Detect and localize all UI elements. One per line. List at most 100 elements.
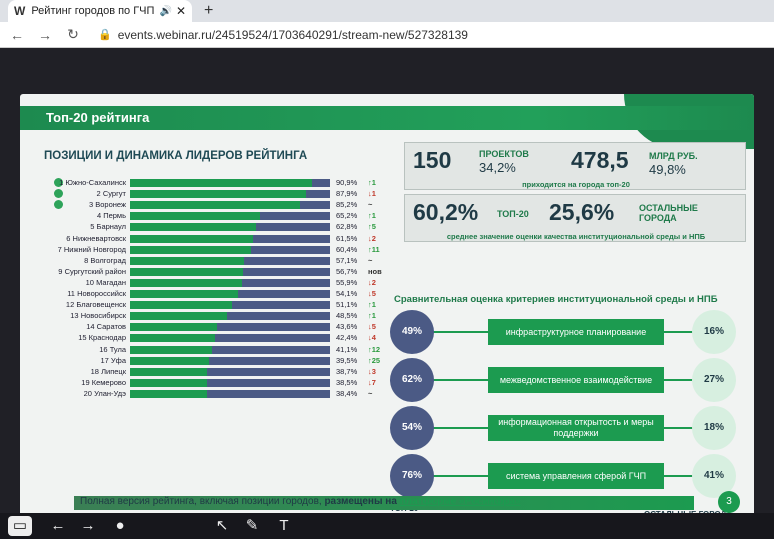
city-row: 5 Барнаул 62,8% ↑5 xyxy=(24,222,394,232)
rating-bar xyxy=(130,278,330,287)
city-name: 13 Новосибирск xyxy=(24,311,126,321)
arrow-right-icon[interactable]: → xyxy=(80,517,96,534)
rating-dynamics: ↑1 xyxy=(368,300,376,310)
tab-close-icon[interactable]: ✕ xyxy=(175,4,186,18)
city-label: Нижневартовск xyxy=(72,233,126,243)
rating-dynamics: ↑1 xyxy=(368,178,376,187)
rating-bar xyxy=(130,367,330,376)
back-icon[interactable]: ← xyxy=(10,26,24,43)
presentation-icon[interactable]: ▭ xyxy=(8,516,32,536)
top20-value-circle: 62% xyxy=(390,358,434,402)
rating-dynamics: ~ xyxy=(368,200,373,210)
city-label: Кемерово xyxy=(91,377,126,387)
city-name: 10 Магадан xyxy=(24,278,126,288)
city-rank: 14 xyxy=(86,322,95,332)
city-name: 2 Сургут xyxy=(24,189,126,199)
rating-percent: 43,6% xyxy=(336,322,358,332)
others-value-circle: 16% xyxy=(692,310,736,354)
rating-percent: 60,4% xyxy=(336,244,358,254)
rating-bar xyxy=(130,201,330,210)
city-rank: 5 xyxy=(90,222,95,232)
city-rank: 16 xyxy=(99,344,108,354)
city-label: Пермь xyxy=(103,211,126,221)
rating-dynamics: ↓7 xyxy=(368,377,376,387)
quality-note: среднее значение оценки качества институ… xyxy=(446,232,706,241)
city-row: 1 Южно-Сахалинск 90,9% ↑1 xyxy=(24,178,394,188)
medal-icon xyxy=(54,189,63,199)
city-rank: 2 xyxy=(96,189,101,199)
city-rank: 18 xyxy=(90,366,99,376)
city-row: 11 Новороссийск 54,1% ↓5 xyxy=(24,289,394,299)
dot-icon[interactable]: ● xyxy=(115,517,125,534)
browser-tab[interactable]: W Рейтинг городов по ГЧП: н 🔊 ✕ xyxy=(8,0,192,22)
others-value-circle: 18% xyxy=(692,406,736,450)
city-row: 3 Воронеж 85,2% ~ xyxy=(24,200,394,210)
rating-dynamics: ↓4 xyxy=(368,333,376,343)
city-label: Улан-Удэ xyxy=(94,388,126,398)
rating-bar xyxy=(130,312,330,321)
new-tab-button[interactable]: + xyxy=(204,2,214,19)
city-label: Благовещенск xyxy=(76,300,126,310)
city-rank: 10 xyxy=(85,277,94,287)
city-name: 18 Липецк xyxy=(24,367,126,377)
city-row: 2 Сургут 87,9% ↓1 xyxy=(24,189,394,199)
rating-percent: 87,9% xyxy=(336,189,358,199)
top20-value-circle: 49% xyxy=(390,310,434,354)
rating-percent: 56,7% xyxy=(336,266,358,276)
browser-tab-bar: W Рейтинг городов по ГЧП: н 🔊 ✕ + xyxy=(0,0,774,22)
stats-box-projects: 150 ПРОЕКТОВ 34,2% 478,5 МЛРД РУБ. 49,8%… xyxy=(404,142,746,190)
city-label: Нижний Новгород xyxy=(63,244,126,254)
rating-percent: 38,4% xyxy=(336,388,358,398)
rating-bar xyxy=(130,179,330,187)
city-rank: 11 xyxy=(67,289,75,298)
rating-bar-fill xyxy=(130,190,306,199)
pointer-icon[interactable]: ↖ xyxy=(215,517,229,534)
rating-dynamics: ↑11 xyxy=(368,244,380,254)
criteria-label: система управления сферой ГЧП xyxy=(488,463,664,489)
forward-icon[interactable]: → xyxy=(38,26,52,43)
rating-percent: 54,1% xyxy=(336,289,358,298)
criteria-row: 62% межведомственное взаимодействие 27% xyxy=(388,358,738,404)
rating-bar-fill xyxy=(130,223,256,232)
city-name: 5 Барнаул xyxy=(24,222,126,232)
rating-dynamics: ↓1 xyxy=(368,189,376,199)
city-rank: 7 xyxy=(57,244,62,254)
projects-label: ПРОЕКТОВ xyxy=(479,149,529,159)
stream-viewport: Топ-20 рейтинга ПОЗИЦИИ И ДИНАМИКА ЛИДЕР… xyxy=(0,48,774,518)
rating-percent: 55,9% xyxy=(336,277,358,287)
speaker-icon[interactable]: 🔊 xyxy=(159,5,172,17)
medal-icon xyxy=(54,200,63,210)
city-name: 7 Нижний Новгород xyxy=(24,245,126,255)
lock-icon[interactable]: 🔒 xyxy=(98,29,112,41)
money-label: МЛРД РУБ. xyxy=(649,151,698,161)
city-row: 7 Нижний Новгород 60,4% ↑11 xyxy=(24,245,394,255)
city-row: 19 Кемерово 38,5% ↓7 xyxy=(24,378,394,388)
city-label: Новороссийск xyxy=(77,289,126,298)
rating-bar-fill xyxy=(130,312,227,321)
rating-dynamics: ↓2 xyxy=(368,277,376,287)
rosinfra-link[interactable]: платформе «Росинфра» xyxy=(399,496,521,507)
text-icon[interactable]: T xyxy=(279,517,289,534)
rating-percent: 65,2% xyxy=(336,211,358,221)
presenter-toolbar: ▭ ← → ● ↖ ✎ T xyxy=(0,513,774,539)
presentation-slide: Топ-20 рейтинга ПОЗИЦИИ И ДИНАМИКА ЛИДЕР… xyxy=(20,94,754,518)
city-row: 14 Саратов 43,6% ↓5 xyxy=(24,322,394,332)
rating-dynamics: ~ xyxy=(368,388,373,398)
city-name: 19 Кемерово xyxy=(24,378,126,388)
city-name: 12 Благовещенск xyxy=(24,300,126,310)
city-row: 6 Нижневартовск 61,5% ↓2 xyxy=(24,234,394,244)
rating-dynamics: ↓3 xyxy=(368,366,376,376)
pen-icon[interactable]: ✎ xyxy=(245,517,259,534)
city-rank: 12 xyxy=(65,300,75,310)
arrow-left-icon[interactable]: ← xyxy=(50,517,66,534)
city-name: 9 Сургутский район xyxy=(24,267,126,277)
url-field[interactable]: events.webinar.ru/24519524/1703640291/st… xyxy=(117,27,468,42)
city-label: Магадан xyxy=(96,277,126,287)
reload-icon[interactable]: ↻ xyxy=(67,26,79,42)
rating-bar xyxy=(130,212,330,221)
rating-dynamics: ↑5 xyxy=(368,222,376,232)
city-label: Тула xyxy=(109,344,126,354)
rating-bar xyxy=(130,256,330,265)
tab-title: Рейтинг городов по ГЧП: н xyxy=(31,5,156,17)
city-label: Сургут xyxy=(102,189,126,199)
